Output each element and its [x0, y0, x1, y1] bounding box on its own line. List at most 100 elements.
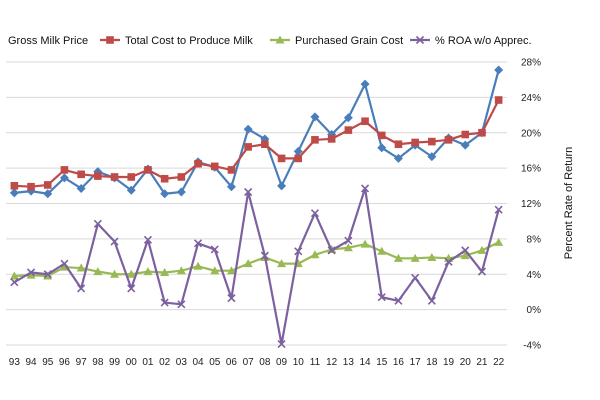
data-point: [243, 259, 253, 268]
data-point: [94, 172, 102, 180]
data-point: [310, 112, 320, 122]
data-point: [277, 181, 287, 191]
data-point: [76, 263, 86, 272]
legend: Gross Milk Price Total Cost to Produce Mi…: [8, 35, 532, 47]
x-tick-label: 02: [159, 357, 171, 368]
data-point: [461, 130, 470, 139]
data-point: [43, 189, 53, 199]
data-point: [343, 113, 353, 123]
data-point: [226, 182, 236, 192]
data-point: [377, 293, 386, 302]
data-point: [277, 340, 286, 349]
data-point: [377, 131, 386, 140]
series-line: [14, 241, 500, 278]
x-tick-label: 99: [109, 357, 121, 368]
data-point: [143, 267, 153, 276]
data-point: [428, 137, 436, 146]
data-point: [393, 253, 403, 262]
legend-item: Total Cost to Produce Milk: [100, 35, 253, 47]
data-point: [244, 187, 253, 197]
data-point: [10, 278, 19, 287]
y-tick-label: 0%: [527, 305, 542, 316]
data-point: [427, 296, 436, 305]
series-total-cost-to-produce-milk: [10, 96, 503, 191]
legend-label: Total Cost to Produce Milk: [125, 35, 253, 47]
data-point: [126, 185, 136, 195]
data-point: [26, 268, 36, 277]
data-point: [60, 259, 69, 268]
x-tick-label: 01: [142, 357, 154, 368]
data-point: [10, 182, 19, 190]
data-point: [411, 273, 420, 282]
y-axis-ticks: -4% 0% 4% 8% 12% 16% 20% 24% 28%: [521, 58, 541, 352]
data-point: [243, 124, 253, 134]
data-point: [160, 174, 169, 183]
data-point: [59, 173, 69, 183]
x-tick-label: 05: [209, 357, 221, 368]
x-tick-label: 19: [443, 357, 455, 368]
data-point: [9, 188, 19, 198]
data-point: [244, 143, 252, 151]
data-point: [110, 237, 119, 246]
data-point: [177, 173, 186, 181]
data-point: [27, 182, 35, 191]
data-point: [227, 166, 236, 174]
x-tick-label: 11: [310, 357, 321, 368]
data-point: [360, 184, 370, 193]
x-tick-label: 07: [243, 357, 255, 368]
x-tick-label: 04: [192, 357, 204, 368]
x-tick-label: 08: [259, 357, 271, 368]
data-point: [127, 173, 136, 181]
y-tick-label: 12%: [521, 199, 541, 210]
x-tick-label: 03: [176, 357, 188, 368]
x-tick-label: 18: [426, 357, 438, 368]
data-point: [411, 138, 419, 147]
data-point: [310, 250, 320, 259]
data-point: [160, 267, 170, 276]
data-point: [227, 294, 236, 303]
x-tick-label: 09: [276, 357, 288, 368]
y-tick-label: 24%: [521, 93, 541, 104]
data-point: [9, 271, 19, 280]
series-layer: [9, 65, 504, 349]
data-point: [460, 140, 470, 150]
data-point: [294, 154, 303, 163]
series-line: [14, 99, 500, 188]
data-point: [294, 247, 303, 256]
x-tick-label: 12: [326, 357, 338, 368]
data-point: [160, 189, 170, 199]
data-point: [344, 126, 353, 134]
legend-marker: [275, 35, 285, 44]
x-tick-label: 15: [376, 357, 388, 368]
series-purchased-grain-cost: [9, 237, 504, 280]
y-tick-label: 28%: [521, 58, 541, 69]
data-point: [210, 245, 219, 254]
data-point: [261, 140, 269, 149]
data-point: [226, 266, 236, 275]
x-tick-label: 94: [25, 357, 37, 368]
legend-item: % ROA w/o Apprec.: [410, 35, 532, 47]
data-point: [394, 296, 403, 305]
data-point: [110, 173, 119, 181]
y-axis-label: Percent Rate of Return: [563, 147, 575, 260]
data-point: [260, 251, 269, 260]
y-tick-label: 20%: [521, 128, 541, 139]
data-point: [176, 187, 186, 197]
data-point: [293, 146, 303, 156]
data-point: [210, 162, 219, 171]
data-point: [377, 143, 387, 153]
data-point: [194, 159, 202, 168]
x-tick-label: 98: [92, 357, 104, 368]
data-point: [126, 269, 136, 278]
data-point: [393, 153, 403, 163]
data-point: [110, 269, 120, 278]
legend-label: Gross Milk Price: [8, 35, 88, 47]
data-point: [277, 259, 287, 268]
data-point: [461, 246, 470, 255]
data-point: [327, 135, 336, 143]
series-gross-milk-price: [9, 65, 504, 199]
x-tick-label: 13: [343, 357, 355, 368]
data-point: [193, 261, 203, 270]
data-point: [193, 239, 203, 248]
